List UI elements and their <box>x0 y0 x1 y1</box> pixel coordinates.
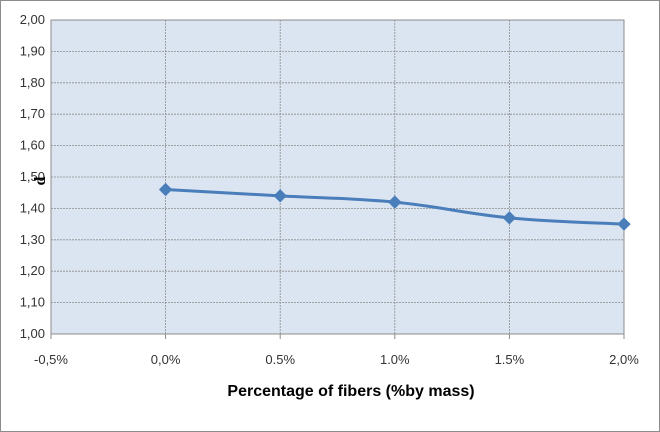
y-tick-label: 1,60 <box>20 138 45 153</box>
y-tick-label: 1,20 <box>20 263 45 278</box>
y-tick-label: 1,70 <box>20 106 45 121</box>
x-tick-label: 1.0% <box>380 352 410 367</box>
x-tick-label: 2,0% <box>609 352 639 367</box>
series-group <box>158 182 631 231</box>
x-axis-ticks: -0,5% 0,0% 0.5% 1.0% 1.5% 2,0% <box>34 352 639 367</box>
x-axis-title: Percentage of fibers (%by mass) <box>227 383 474 400</box>
y-tick-label: 1,80 <box>20 75 45 90</box>
y-tick-label: 1,90 <box>20 43 45 58</box>
data-point-marker <box>502 211 517 225</box>
y-tick-label: 1,30 <box>20 232 45 247</box>
y-tick-label: 1,10 <box>20 295 45 310</box>
data-point-marker <box>617 217 631 231</box>
data-point-marker <box>158 182 173 197</box>
y-tick-label: 1,40 <box>20 200 45 215</box>
x-tick-label: -0,5% <box>34 352 68 367</box>
data-point-marker <box>388 195 402 209</box>
x-tick-label: 0,0% <box>151 352 181 367</box>
x-tick-label: 0.5% <box>265 352 295 367</box>
grid-lines-y <box>51 19 624 335</box>
y-tick-label: 1,50 <box>20 169 45 184</box>
y-axis-ticks: 1,00 1,10 1,20 1,30 1,40 1,50 1,60 1,70 1,80 1,90… <box>20 12 45 341</box>
y-tick-label: 1,00 <box>20 326 45 341</box>
y-axis-title: d <box>32 176 49 185</box>
x-tick-label: 1.5% <box>495 352 525 367</box>
grid-lines-x <box>50 20 625 339</box>
y-tick-label: 2,00 <box>20 12 45 27</box>
data-point-marker <box>273 189 287 203</box>
